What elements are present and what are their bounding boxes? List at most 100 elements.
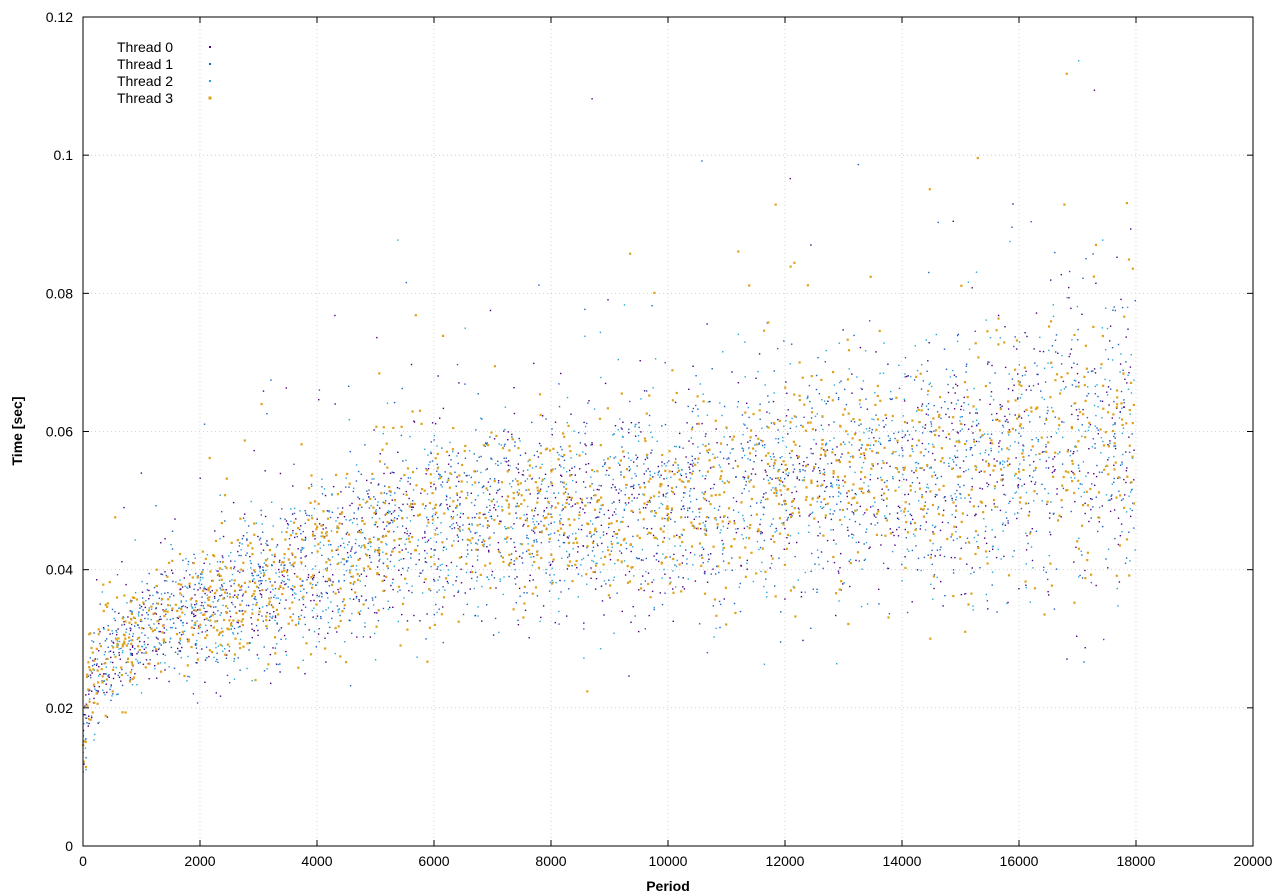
data-point	[990, 391, 993, 393]
data-point	[961, 428, 963, 430]
data-point	[345, 477, 347, 479]
data-point	[476, 580, 478, 582]
data-point	[798, 394, 801, 397]
data-point	[371, 478, 373, 480]
data-point	[439, 475, 441, 477]
data-point	[577, 596, 579, 598]
data-point	[357, 496, 359, 498]
data-point	[1114, 423, 1116, 425]
data-point	[561, 509, 563, 512]
data-point	[425, 638, 427, 640]
data-point	[693, 487, 695, 490]
data-point	[385, 543, 387, 545]
data-point	[416, 467, 418, 470]
data-point	[499, 520, 501, 522]
data-point	[494, 463, 497, 465]
data-point	[216, 652, 218, 654]
data-point	[853, 421, 856, 423]
data-point	[410, 553, 412, 555]
data-point	[1111, 359, 1114, 361]
data-point	[196, 658, 199, 661]
data-point	[177, 653, 179, 655]
data-point	[652, 476, 654, 478]
data-point	[868, 547, 870, 550]
data-point	[543, 524, 546, 527]
data-point	[701, 546, 703, 549]
data-point	[682, 505, 684, 508]
data-point	[220, 612, 222, 614]
data-point	[558, 534, 561, 536]
data-point	[436, 445, 438, 447]
data-point	[891, 398, 893, 400]
data-point	[957, 483, 959, 486]
data-point	[1086, 416, 1089, 419]
data-point	[187, 587, 189, 589]
data-point	[146, 589, 149, 591]
data-point	[701, 475, 704, 477]
data-point	[869, 478, 871, 481]
data-point	[177, 617, 179, 619]
data-point	[856, 376, 858, 378]
data-point	[912, 533, 915, 535]
data-point	[457, 527, 459, 530]
data-point	[1034, 469, 1037, 471]
data-point	[96, 579, 98, 581]
data-point	[1114, 447, 1117, 450]
data-point	[1114, 445, 1117, 447]
data-point	[658, 560, 660, 563]
data-point	[615, 513, 617, 515]
data-point	[163, 642, 165, 644]
data-point	[919, 372, 922, 375]
data-point	[208, 655, 210, 658]
data-point	[856, 509, 858, 511]
data-point	[794, 486, 796, 488]
data-point	[722, 525, 725, 528]
data-point	[269, 613, 271, 615]
data-point	[644, 439, 647, 443]
data-point	[568, 555, 571, 557]
data-point	[1034, 466, 1037, 469]
data-point	[565, 501, 568, 505]
data-point	[698, 508, 700, 510]
data-point	[348, 419, 350, 421]
data-point	[548, 534, 550, 536]
data-point	[737, 511, 740, 513]
data-point	[563, 580, 566, 582]
data-point	[452, 516, 455, 518]
data-point	[387, 530, 391, 533]
data-point	[873, 437, 875, 439]
data-point	[519, 555, 521, 558]
data-point	[274, 555, 276, 558]
data-point	[642, 493, 644, 495]
data-point	[570, 499, 572, 501]
data-point	[474, 615, 476, 617]
data-point	[947, 433, 951, 436]
data-point	[151, 630, 155, 633]
data-point	[976, 419, 978, 422]
data-point	[304, 510, 306, 512]
data-point	[992, 548, 994, 550]
data-point	[943, 555, 946, 558]
data-point	[166, 618, 168, 621]
data-point	[529, 493, 531, 495]
data-point	[721, 414, 723, 417]
data-point	[450, 465, 452, 468]
data-point	[212, 601, 214, 603]
data-point	[320, 531, 323, 534]
data-point	[1107, 567, 1109, 569]
data-point	[424, 541, 427, 544]
data-point	[105, 673, 107, 675]
data-point	[974, 444, 976, 447]
data-point	[704, 491, 706, 493]
data-point	[302, 530, 304, 533]
data-point	[322, 544, 325, 546]
data-point	[110, 686, 112, 688]
data-point	[680, 500, 683, 502]
data-point	[497, 548, 500, 551]
data-point	[1107, 411, 1110, 414]
data-point	[89, 674, 92, 676]
data-point	[882, 419, 884, 422]
data-point	[497, 480, 500, 482]
data-point	[155, 568, 158, 571]
data-point	[746, 427, 748, 429]
